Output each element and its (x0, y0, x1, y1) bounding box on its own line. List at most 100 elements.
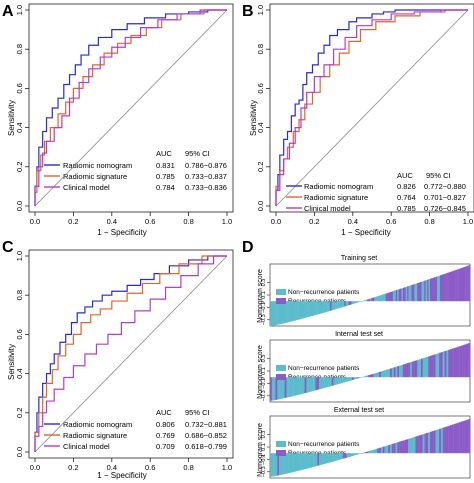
score-bar (334, 301, 336, 310)
legend-name: Radiomic nomogram (63, 161, 132, 170)
score-bar (404, 439, 407, 454)
score-bar (364, 376, 367, 378)
score-bar (331, 453, 334, 462)
score-bar (330, 301, 332, 311)
score-bar (451, 271, 454, 302)
score-bar (322, 377, 325, 389)
score-bar (427, 279, 429, 302)
score-bar (317, 453, 320, 466)
subplot-title: External test set (334, 407, 384, 414)
x-tick-label: 0.4 (107, 217, 117, 226)
score-bar (271, 453, 274, 477)
legend-auc: 0.785 (156, 172, 175, 181)
y-tick-label: 0.3 (261, 355, 267, 363)
score-bar (339, 377, 342, 384)
legend-ci-header: 95% CI (426, 171, 451, 180)
score-bar (273, 453, 276, 477)
score-bar (457, 346, 460, 378)
score-bar (370, 298, 372, 302)
score-bar (280, 377, 283, 399)
score-bar (391, 291, 394, 302)
score-bar (350, 301, 352, 305)
score-bar (302, 453, 305, 470)
score-bar (402, 287, 405, 302)
score-bar (395, 366, 398, 378)
score-bar (370, 450, 373, 454)
legend-ci: 0.733−0.837 (185, 172, 227, 181)
score-bar (337, 377, 340, 385)
y-tick-label: 0.3 (261, 279, 267, 287)
score-bar (357, 377, 360, 379)
x-tick-label: 0.0 (30, 463, 40, 472)
legend-swatch (276, 374, 286, 380)
score-bar (460, 268, 462, 302)
legend-name: Radiomic signature (304, 193, 368, 202)
subplot-title: Internal test set (335, 331, 383, 338)
score-bar (284, 377, 287, 398)
score-bar (353, 453, 356, 456)
score-bar (293, 453, 296, 472)
score-bar (401, 288, 404, 302)
plot-frame (28, 249, 234, 459)
score-bar (342, 377, 345, 383)
y-axis-label: Sensitivity (7, 100, 16, 136)
y-tick-label: 0.4 (256, 122, 265, 132)
x-axis-label: 1 − Specificity (97, 471, 147, 480)
score-bar (345, 301, 348, 306)
score-bar (340, 301, 342, 308)
score-bar (442, 427, 445, 454)
score-bar (340, 377, 343, 384)
legend-auc: 0.769 (156, 431, 175, 440)
x-axis-label: 1 − Specificity (341, 228, 391, 237)
x-tick-label: 1.0 (463, 217, 473, 226)
score-bar (415, 360, 418, 378)
score-bar (335, 377, 338, 385)
legend-name: Radiomic signature (63, 172, 127, 181)
score-bar (371, 449, 374, 454)
legend-auc-header: AUC (156, 408, 172, 417)
score-bar (284, 453, 287, 474)
x-tick-label: 0.4 (107, 463, 117, 472)
score-bar (293, 377, 296, 396)
y-axis-label: Sensitivity (249, 100, 258, 136)
score-bar (298, 301, 301, 320)
x-tick-label: 0.2 (68, 463, 78, 472)
score-bar (339, 453, 342, 460)
score-bar (290, 377, 293, 397)
score-bar (386, 369, 389, 378)
legend-auc: 0.709 (156, 442, 175, 451)
score-bar (373, 373, 376, 378)
y-tick-label: −0.3 (261, 466, 267, 477)
score-bar (285, 301, 288, 323)
legend-auc: 0.831 (156, 161, 175, 170)
score-bar (282, 301, 285, 324)
score-bar (294, 301, 296, 321)
score-bar (426, 356, 429, 378)
score-bar (302, 377, 305, 394)
score-bar (333, 453, 336, 462)
score-bar (420, 434, 423, 454)
score-bar (297, 453, 300, 471)
waterfall-training: Training set Nomogram score Non−recurren… (257, 255, 471, 327)
score-bar (275, 301, 278, 325)
score-bar (341, 301, 344, 308)
score-bar (351, 453, 354, 456)
score-bar (290, 453, 293, 473)
score-bar (420, 281, 422, 302)
score-bar (310, 377, 313, 392)
y-axis-label: Sensitivity (7, 344, 16, 380)
y-tick-label: 1.0 (256, 5, 265, 15)
score-bar (438, 275, 441, 302)
score-bar (448, 425, 451, 454)
score-bar (460, 345, 463, 378)
score-bar (300, 301, 302, 320)
score-bar (426, 432, 429, 454)
score-bar (448, 272, 451, 302)
score-bar (271, 377, 274, 401)
score-bar (272, 301, 275, 326)
score-bar (344, 301, 346, 307)
score-bar (398, 289, 401, 302)
score-bar (344, 377, 347, 383)
x-tick-label: 1.0 (222, 217, 232, 226)
score-bar (431, 355, 434, 378)
